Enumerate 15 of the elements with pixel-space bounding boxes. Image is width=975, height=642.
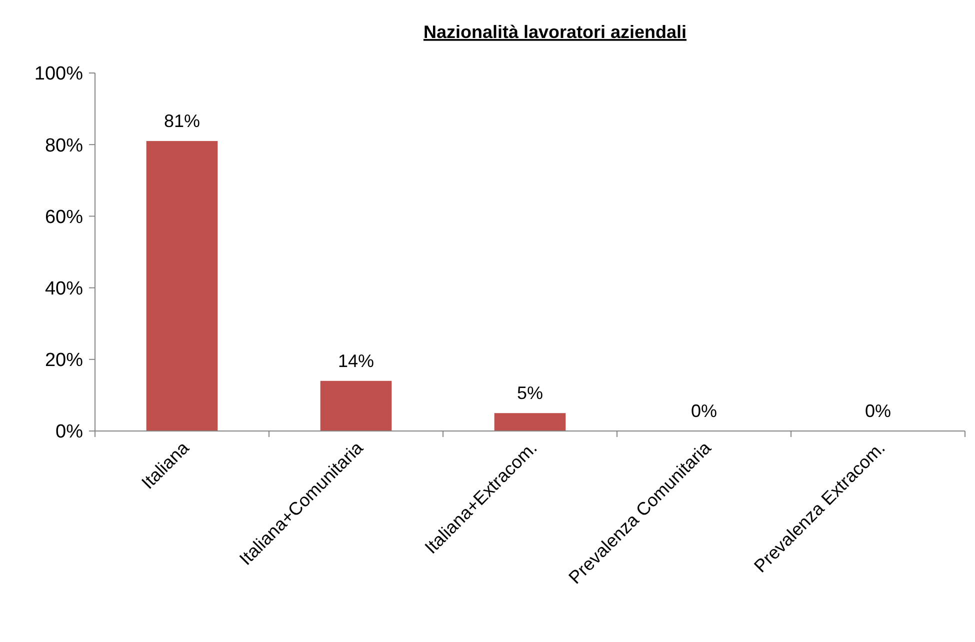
data-label: 5% [516,383,544,404]
y-tick-label: 20% [44,350,84,372]
y-tick-label: 0% [56,422,84,443]
y-tick-label: 40% [44,278,84,300]
y-tick-label: 80% [44,135,84,156]
data-label: 0% [864,401,892,421]
data-label: 14% [338,350,374,371]
bar [320,380,392,431]
chart-title: Nazionalità lavoratori aziendali [423,22,687,42]
y-tick-label: 60% [44,206,84,228]
data-label: 81% [164,111,200,132]
y-tick-label: 100% [34,64,84,85]
bar [494,413,566,431]
bar [146,141,218,431]
data-label: 0% [690,401,718,421]
